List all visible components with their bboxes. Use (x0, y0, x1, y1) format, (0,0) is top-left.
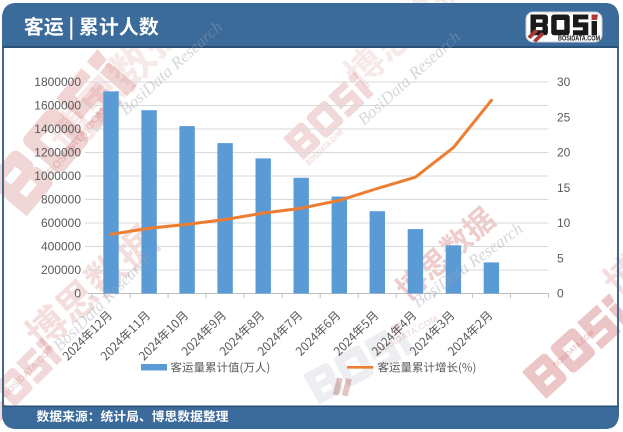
svg-text:400000: 400000 (41, 240, 81, 254)
svg-text:1600000: 1600000 (34, 99, 81, 113)
svg-text:20: 20 (557, 146, 571, 160)
svg-text:30: 30 (557, 75, 571, 89)
svg-text:600000: 600000 (41, 216, 81, 230)
svg-text:10: 10 (557, 216, 571, 230)
svg-text:25: 25 (557, 111, 571, 125)
svg-text:1200000: 1200000 (34, 146, 81, 160)
svg-text:1400000: 1400000 (34, 122, 81, 136)
svg-text:BOSIDATA.COM: BOSIDATA.COM (558, 36, 600, 43)
svg-text:800000: 800000 (41, 193, 81, 207)
svg-text:0: 0 (74, 287, 81, 301)
svg-text:0: 0 (557, 287, 564, 301)
svg-text:200000: 200000 (41, 263, 81, 277)
svg-text:1000000: 1000000 (34, 169, 81, 183)
svg-text:1800000: 1800000 (34, 75, 81, 89)
svg-text:15: 15 (557, 181, 571, 195)
svg-text:5: 5 (557, 251, 564, 265)
